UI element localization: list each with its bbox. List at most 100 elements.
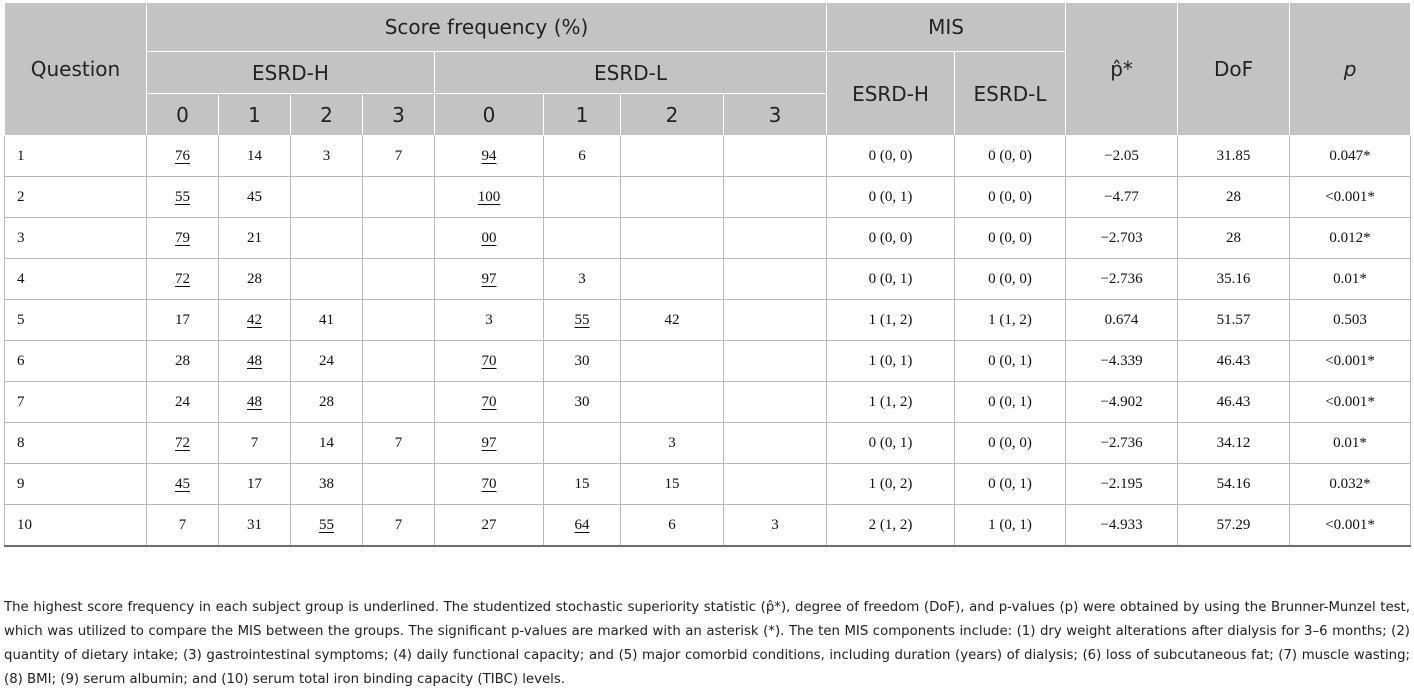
cell-esrd-h-score-3-text: 7 [394,516,403,533]
cell-p-value: <0.001* [1289,340,1412,382]
cell-esrd-h-score-0-text: 7 [178,516,187,533]
cell-mis-esrd-l: 1 (1, 2) [954,299,1067,341]
cell-esrd-l-score-0-text: 100 [477,188,501,205]
cell-esrd-l-score-2 [620,176,724,218]
cell-esrd-l-score-0-text: 70 [481,393,497,410]
cell-p-value: 0.012* [1289,217,1412,259]
cell-esrd-h-score-2-text: 38 [319,475,334,492]
header-score-h-3: 3 [362,93,435,136]
cell-mis-esrd-h-text: 0 (0, 0) [868,147,913,164]
table-row: 5 17 42 41 3 55 42 1 (1, 2) 1 (1, 2) 0.674 51.57 0.… [4,299,1412,341]
cell-esrd-l-score-2 [620,340,724,382]
cell-esrd-h-score-3: 7 [362,135,435,177]
cell-p-hat-text: −4.933 [1100,516,1143,533]
cell-question: 7 [4,381,147,423]
cell-esrd-h-score-0: 72 [146,422,219,464]
cell-esrd-h-score-0: 17 [146,299,219,341]
cell-esrd-l-score-2 [620,258,724,300]
cell-mis-esrd-l: 0 (0, 1) [954,340,1067,382]
cell-esrd-h-score-2: 14 [290,422,363,464]
cell-dof: 54.16 [1177,463,1291,505]
cell-esrd-h-score-1: 48 [218,340,291,382]
cell-esrd-h-score-2 [290,258,363,300]
cell-esrd-l-score-1 [543,217,621,259]
header-score-l-1: 1 [543,93,621,136]
cell-mis-esrd-l-text: 0 (0, 1) [988,393,1032,410]
cell-p-hat: −4.77 [1065,176,1179,218]
cell-esrd-l-score-2: 6 [620,504,724,547]
cell-mis-esrd-l: 0 (0, 1) [954,381,1067,423]
cell-esrd-h-score-1: 7 [218,422,291,464]
cell-dof: 31.85 [1177,135,1291,177]
cell-esrd-l-score-0: 00 [434,217,544,259]
cell-esrd-l-score-1: 30 [543,340,621,382]
cell-question-text: 2 [17,188,25,205]
cell-esrd-h-score-3 [362,381,435,423]
cell-esrd-h-score-2: 55 [290,504,363,547]
cell-mis-esrd-l: 0 (0, 0) [954,217,1067,259]
cell-esrd-l-score-1-text: 30 [574,393,590,410]
cell-esrd-h-score-0-text: 79 [175,229,190,246]
cell-p-hat: −2.736 [1065,258,1179,300]
cell-p-hat-text: −2.05 [1104,147,1139,164]
cell-esrd-h-score-1: 45 [218,176,291,218]
cell-p-value-text: 0.012* [1329,229,1371,246]
cell-p-value: 0.01* [1289,258,1412,300]
cell-esrd-h-score-3: 7 [362,504,435,547]
cell-esrd-l-score-2-text: 3 [668,434,676,451]
cell-esrd-l-score-0-text: 94 [481,147,497,164]
cell-esrd-l-score-2-text: 42 [664,311,680,328]
cell-esrd-l-score-3 [722,176,828,218]
cell-esrd-h-score-1: 42 [218,299,291,341]
cell-mis-esrd-h: 0 (0, 1) [826,422,956,464]
cell-esrd-h-score-0-text: 45 [175,475,190,492]
cell-esrd-h-score-2-text: 55 [319,516,334,533]
cell-mis-esrd-l-text: 1 (1, 2) [988,311,1032,328]
table-row: 7 24 48 28 70 30 1 (1, 2) 0 (0, 1) −4.902 46.43 <0… [4,381,1412,423]
cell-esrd-l-score-1-text: 30 [574,352,590,369]
cell-esrd-l-score-1-text: 6 [578,147,586,164]
cell-p-value-text: 0.032* [1329,475,1371,492]
header-p: p [1289,2,1412,136]
cell-mis-esrd-l: 0 (0, 1) [954,463,1067,505]
cell-p-hat: 0.674 [1065,299,1179,341]
cell-esrd-l-score-0: 97 [434,422,544,464]
cell-esrd-l-score-0-text: 70 [481,475,497,492]
cell-esrd-h-score-3 [362,258,435,300]
cell-esrd-l-score-3 [722,381,828,423]
cell-mis-esrd-h: 2 (1, 2) [826,504,956,547]
cell-mis-esrd-h-text: 2 (1, 2) [868,516,913,533]
cell-esrd-l-score-1: 64 [543,504,621,547]
cell-p-hat-text: −4.902 [1100,393,1143,410]
cell-dof: 34.12 [1177,422,1291,464]
cell-esrd-h-score-3-text: 7 [394,147,403,164]
cell-esrd-l-score-3 [722,217,828,259]
cell-mis-esrd-h: 0 (0, 0) [826,217,956,259]
cell-dof-text: 35.16 [1216,270,1251,287]
cell-esrd-h-score-1-text: 14 [247,147,262,164]
cell-mis-esrd-h: 1 (1, 2) [826,381,956,423]
cell-question-text: 6 [17,352,25,369]
cell-mis-esrd-h: 1 (1, 2) [826,299,956,341]
cell-p-value-text: 0.01* [1333,434,1367,451]
cell-esrd-l-score-0-text: 97 [481,434,497,451]
cell-esrd-h-score-2 [290,217,363,259]
cell-mis-esrd-l: 0 (0, 0) [954,422,1067,464]
cell-mis-esrd-l-text: 0 (0, 0) [988,188,1032,205]
cell-esrd-l-score-0: 70 [434,340,544,382]
cell-esrd-h-score-1-text: 17 [247,475,262,492]
cell-esrd-l-score-2 [620,217,724,259]
cell-dof-text: 46.43 [1216,393,1251,410]
cell-esrd-h-score-1-text: 28 [247,270,262,287]
cell-question: 8 [4,422,147,464]
cell-mis-esrd-h: 0 (0, 0) [826,135,956,177]
cell-esrd-h-score-2: 3 [290,135,363,177]
table-row: 8 72 7 14 7 97 3 0 (0, 1) 0 (0, 0) −2.736 34.12 0.0… [4,422,1412,464]
cell-esrd-h-score-3 [362,463,435,505]
cell-p-hat-text: −4.339 [1100,352,1143,369]
cell-esrd-h-score-0-text: 76 [175,147,190,164]
cell-esrd-l-score-1 [543,422,621,464]
cell-esrd-l-score-0: 97 [434,258,544,300]
cell-dof: 46.43 [1177,381,1291,423]
cell-mis-esrd-h-text: 1 (0, 2) [868,475,913,492]
